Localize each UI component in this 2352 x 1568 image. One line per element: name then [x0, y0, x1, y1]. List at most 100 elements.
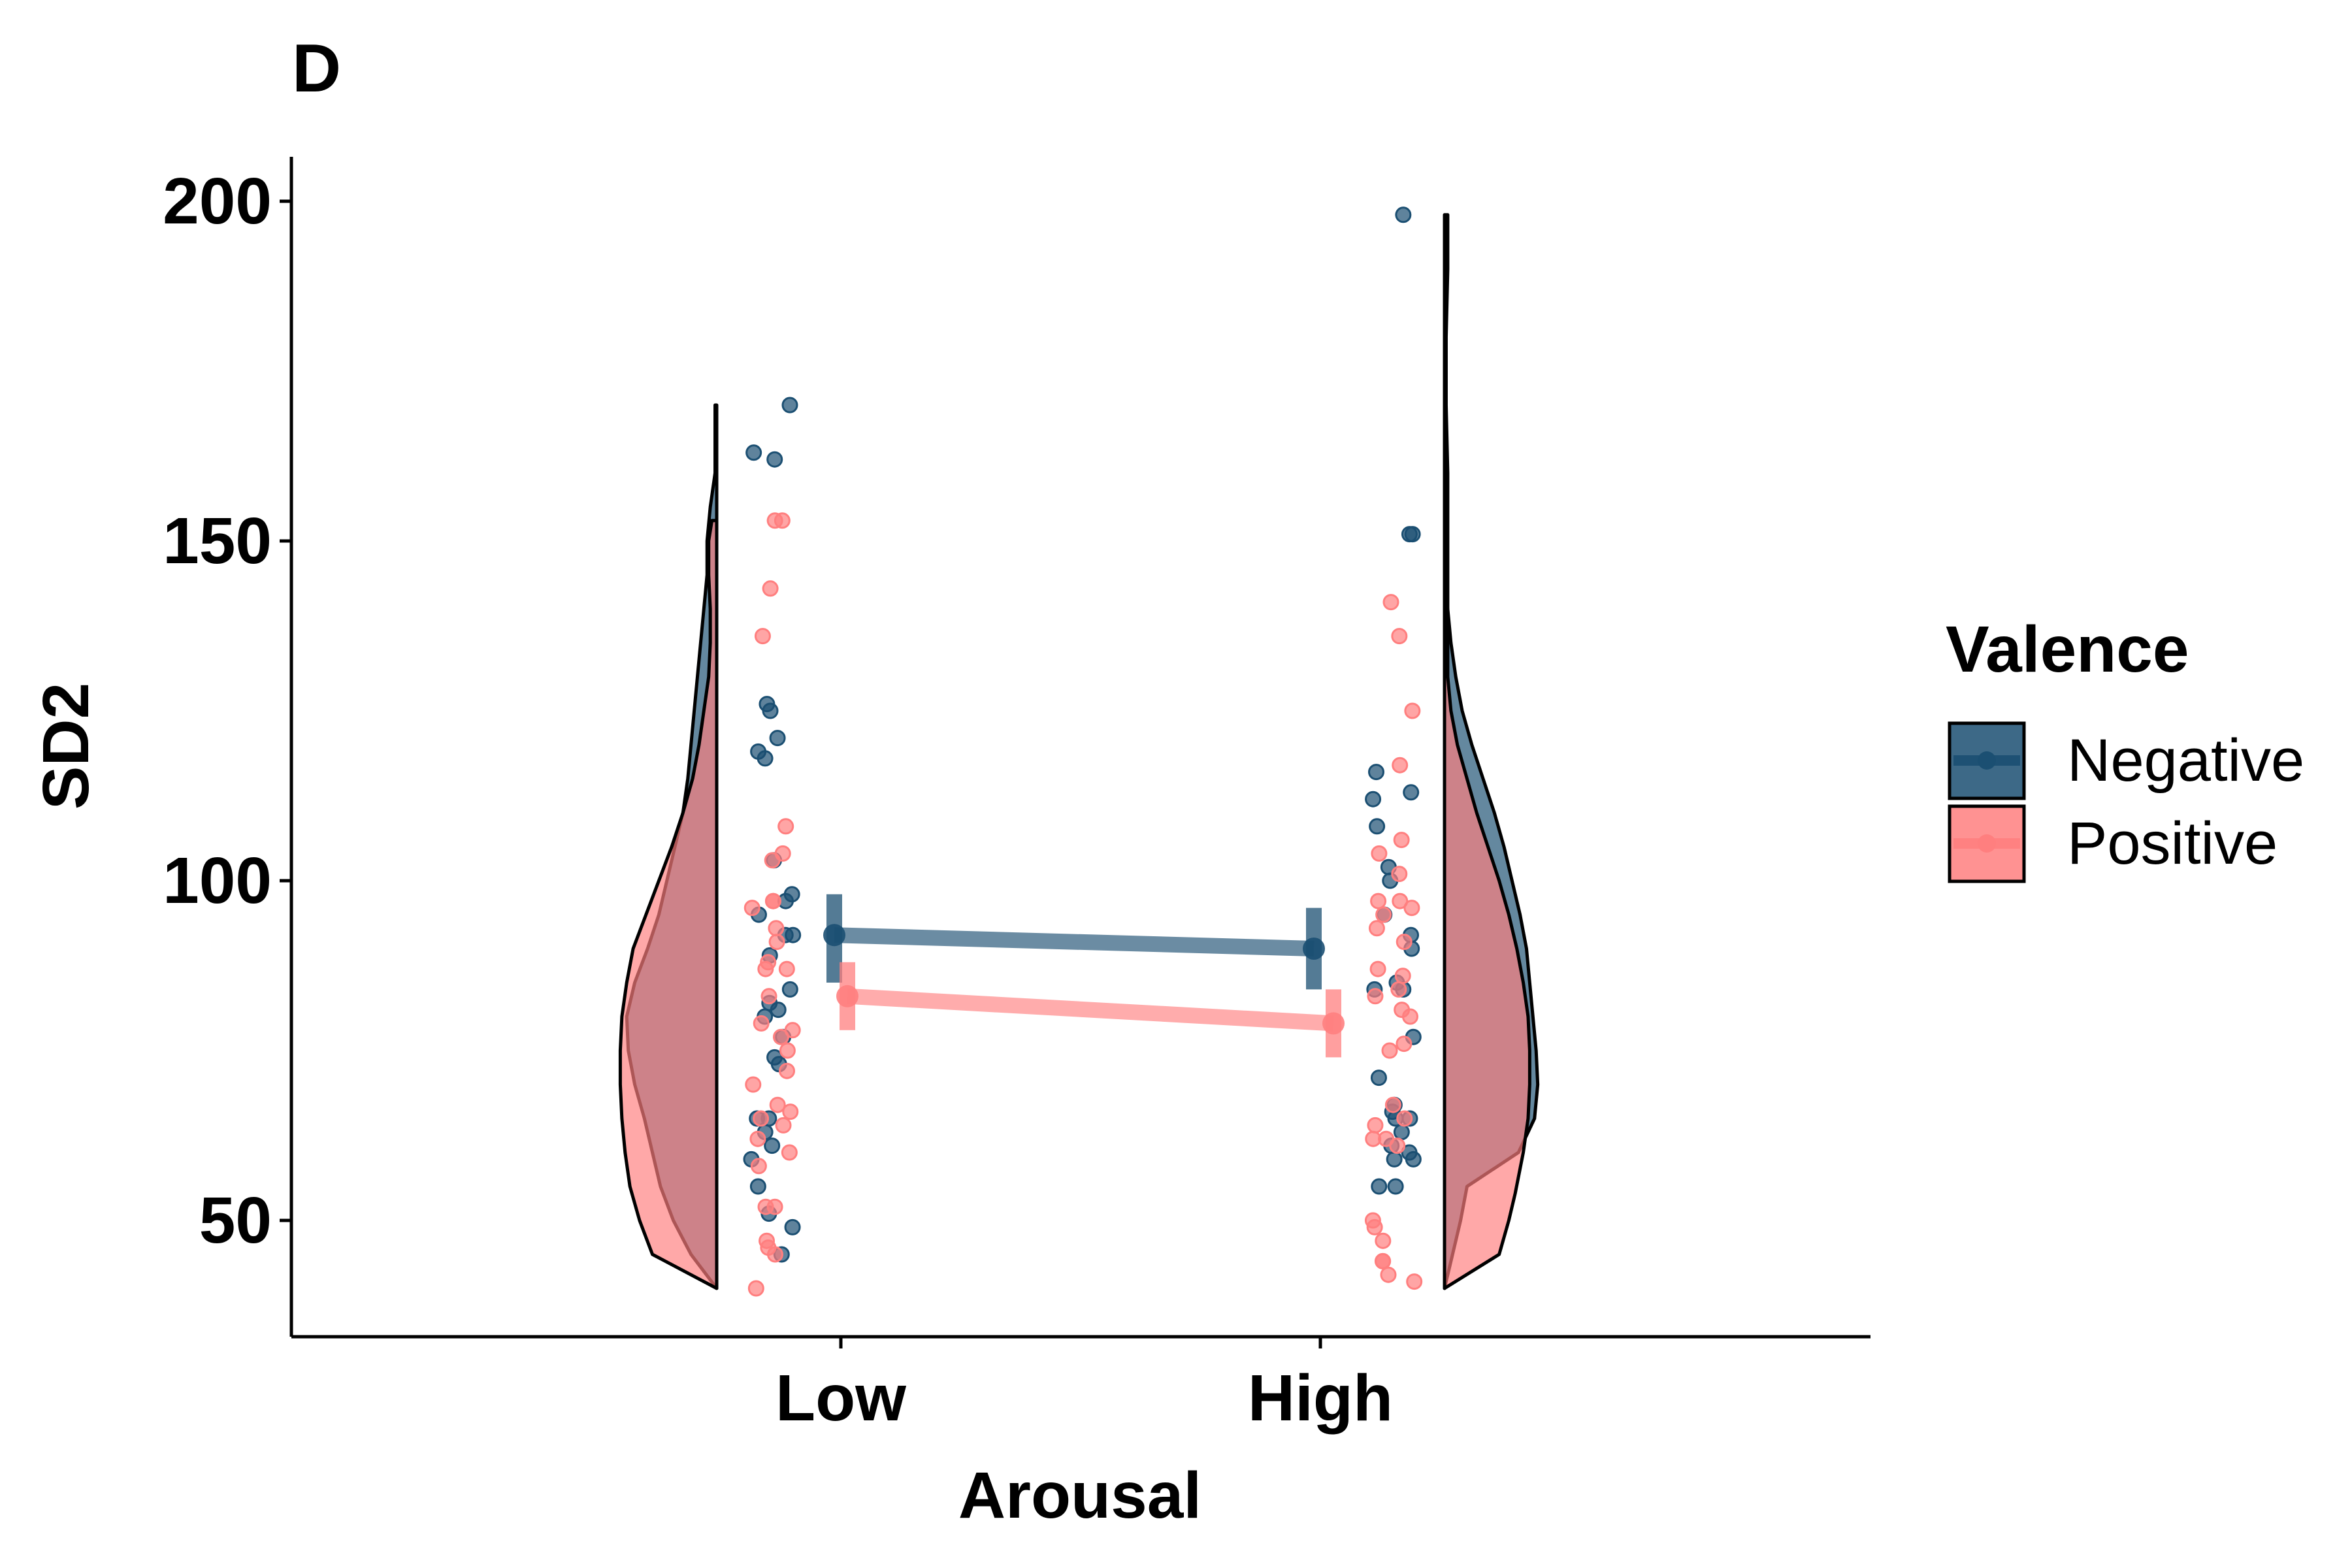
- data-point-positive-low: [772, 1028, 789, 1045]
- data-point-positive-low: [747, 1280, 764, 1297]
- legend-label-negative: Negative: [2067, 727, 2304, 794]
- data-point-positive-low: [779, 1062, 796, 1079]
- data-point-positive-high: [1375, 1252, 1392, 1269]
- data-point-positive-low: [764, 892, 781, 909]
- data-point-positive-high: [1396, 1036, 1413, 1053]
- data-point-negative-low: [784, 1218, 801, 1235]
- data-point-negative-high: [1405, 1151, 1422, 1168]
- data-point-negative-low: [764, 1137, 781, 1154]
- data-point-positive-low: [782, 1103, 799, 1120]
- data-point-positive-high: [1371, 845, 1388, 862]
- data-point-negative-high: [1395, 206, 1412, 223]
- data-point-positive-low: [766, 1198, 783, 1215]
- x-tick-label: Low: [776, 1362, 906, 1435]
- mean-point-negative-low: [823, 924, 845, 947]
- data-point-positive-low: [779, 1042, 796, 1059]
- y-tick-label: 200: [163, 165, 272, 238]
- data-point-positive-low: [775, 1117, 792, 1134]
- data-point-negative-low: [766, 451, 783, 468]
- data-point-positive-low: [753, 1015, 770, 1032]
- data-point-positive-high: [1396, 1110, 1413, 1127]
- data-point-positive-high: [1389, 1137, 1406, 1154]
- data-point-positive-low: [777, 818, 794, 835]
- data-point-positive-high: [1380, 1266, 1397, 1283]
- data-point-positive-high: [1365, 1130, 1382, 1147]
- data-point-positive-high: [1390, 981, 1407, 998]
- data-point-positive-high: [1370, 892, 1387, 909]
- legend-marker-positive: [1978, 834, 1996, 853]
- data-point-positive-low: [768, 920, 785, 937]
- data-point-positive-low: [743, 900, 760, 917]
- x-axis-title: Arousal: [958, 1459, 1201, 1532]
- data-point-positive-high: [1366, 1218, 1383, 1235]
- y-tick-label: 150: [163, 504, 272, 578]
- data-point-negative-low: [745, 444, 762, 461]
- data-point-positive-low: [757, 960, 774, 977]
- data-point-positive-high: [1382, 594, 1399, 611]
- data-point-positive-low: [778, 960, 795, 977]
- y-tick-label: 50: [199, 1184, 272, 1257]
- data-point-positive-high: [1401, 1008, 1418, 1025]
- data-point-positive-high: [1404, 702, 1421, 719]
- panel-label: D: [292, 31, 341, 106]
- data-point-positive-low: [745, 1076, 762, 1093]
- data-point-negative-high: [1365, 791, 1382, 808]
- mean-point-positive-high: [1322, 1012, 1345, 1035]
- data-point-positive-high: [1381, 1042, 1398, 1059]
- plot-area: [618, 206, 1540, 1297]
- data-point-positive-low: [750, 1158, 767, 1175]
- data-point-positive-high: [1396, 934, 1413, 951]
- x-tick-label: High: [1248, 1362, 1393, 1435]
- data-point-negative-low: [769, 730, 786, 747]
- y-axis-title: SD2: [29, 683, 103, 810]
- data-point-positive-high: [1375, 1232, 1392, 1249]
- data-point-negative-high: [1368, 764, 1385, 781]
- violin-positive-low: [618, 519, 719, 1290]
- data-point-negative-low: [762, 702, 779, 719]
- data-point-positive-high: [1394, 968, 1411, 985]
- axes: 50 100 150 200 Low High: [163, 157, 1870, 1435]
- data-point-positive-low: [764, 852, 781, 869]
- data-point-negative-low: [770, 1002, 787, 1019]
- data-point-negative-low: [757, 750, 774, 767]
- data-point-positive-high: [1367, 1117, 1384, 1134]
- data-point-negative-high: [1401, 526, 1418, 543]
- data-point-positive-low: [749, 1130, 766, 1147]
- data-point-positive-low: [754, 628, 771, 645]
- legend: Valence Negative Positive: [1946, 613, 2304, 883]
- data-point-negative-high: [1370, 1070, 1387, 1086]
- data-point-positive-high: [1375, 906, 1392, 923]
- data-point-positive-high: [1367, 988, 1384, 1005]
- data-point-positive-high: [1391, 628, 1408, 645]
- data-point-negative-high: [1369, 818, 1386, 835]
- data-point-positive-low: [753, 1110, 770, 1127]
- data-point-negative-low: [781, 397, 798, 414]
- data-point-positive-high: [1369, 960, 1386, 977]
- legend-title: Valence: [1946, 613, 2189, 686]
- data-point-positive-high: [1391, 866, 1408, 883]
- data-point-negative-low: [749, 1178, 766, 1195]
- legend-entries: Negative Positive: [1948, 721, 2304, 883]
- data-point-positive-high: [1392, 757, 1409, 774]
- data-point-positive-low: [766, 1246, 783, 1263]
- legend-label-positive: Positive: [2067, 810, 2278, 877]
- data-point-negative-high: [1393, 1124, 1410, 1141]
- data-point-positive-high: [1403, 900, 1420, 917]
- violin-positive-high: [1443, 607, 1531, 1290]
- mean-point-positive-low: [836, 985, 858, 1007]
- data-point-positive-low: [766, 512, 783, 529]
- data-point-positive-low: [781, 1144, 798, 1161]
- data-point-positive-high: [1368, 920, 1385, 937]
- data-point-negative-low: [781, 981, 798, 998]
- legend-marker-negative: [1978, 751, 1996, 770]
- data-point-positive-low: [760, 988, 777, 1005]
- data-point-positive-high: [1384, 1096, 1401, 1113]
- data-point-positive-high: [1393, 832, 1410, 849]
- data-point-positive-low: [762, 580, 779, 597]
- y-tick-label: 100: [163, 844, 272, 917]
- data-point-negative-high: [1387, 1178, 1404, 1195]
- data-point-positive-low: [768, 934, 785, 951]
- data-point-negative-high: [1371, 1178, 1388, 1195]
- mean-line-negative: [834, 927, 1315, 956]
